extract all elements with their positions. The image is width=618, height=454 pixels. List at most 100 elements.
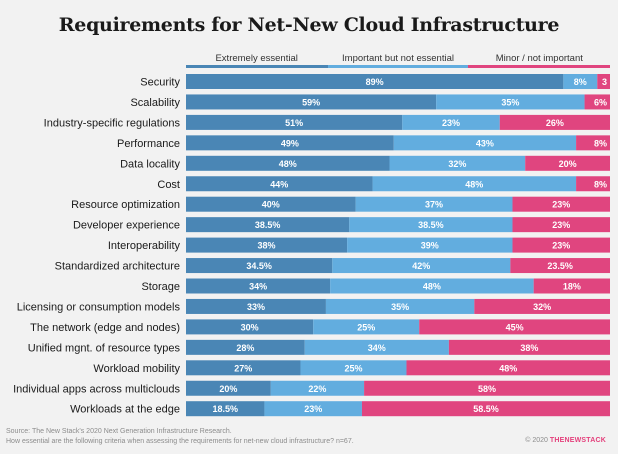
data-label: 49% [281,138,299,148]
bar-segment [597,74,610,89]
data-label: 44% [270,179,288,189]
bar-segment [186,339,305,355]
copyright-text: © 2020 [525,437,548,444]
data-label: 23% [304,404,322,414]
bar-segment [186,114,403,130]
bar-segment [393,135,577,151]
bar-segment [186,360,301,376]
bar-segment [186,319,314,335]
question-line: How essential are the following criteria… [6,437,354,445]
legend-swatch [467,65,610,68]
category-label: Workload mobility [93,363,180,375]
bar-segment [325,298,475,314]
data-label: 30% [241,322,259,332]
data-label: 38.5% [255,220,281,230]
bar-segment [186,74,564,89]
data-label: 23% [552,241,570,251]
data-label: 8% [594,179,607,189]
data-label: 32% [533,302,551,312]
bar-segment [304,339,449,355]
legend-label: Important but not essential [342,53,454,64]
data-label: 3 [602,77,607,87]
data-label: 58.5% [473,404,499,414]
data-label: 34.5% [246,261,272,271]
data-label: 48% [465,179,483,189]
data-label: 38% [258,241,276,251]
brand-logo: THENEWSTACK [549,437,606,444]
data-label: 43% [476,138,494,148]
data-label: 18.5% [212,404,238,414]
data-label: 51% [285,118,303,128]
data-label: 58% [478,384,496,394]
source-line: Source: The New Stack's 2020 Next Genera… [6,428,232,435]
data-label: 26% [546,118,564,128]
bar-segment [389,155,526,171]
data-label: 23.5% [547,261,573,271]
data-label: 28% [236,343,254,353]
bar-segment [576,176,610,192]
data-label: 38% [520,343,538,353]
bar-segment [525,155,610,171]
bar-segment [186,217,350,233]
data-label: 18% [563,282,581,292]
data-label: 34% [368,343,386,353]
bar-segment [300,360,407,376]
bar-segment [355,196,513,212]
bar-segment [264,401,362,417]
data-label: 23% [442,118,460,128]
bar-segment [533,278,610,294]
data-label: 48% [279,159,297,169]
bar-segment [186,401,265,417]
category-label: Unified mgnt. of resource types [28,342,181,354]
category-label: Performance [117,138,180,150]
legend-swatch [186,65,329,68]
data-label: 23% [552,220,570,230]
category-label: The network (edge and nodes) [30,322,180,334]
bar-segment [186,196,356,212]
bar-segment [361,401,610,417]
data-label: 8% [574,77,587,87]
bar-segment [186,278,331,294]
bar-segment [313,319,420,335]
data-label: 33% [247,302,265,312]
category-label: Data locality [120,158,180,170]
legend-swatch [328,65,468,68]
data-label: 20% [219,384,237,394]
data-label: 38.5% [418,220,444,230]
category-label: Cost [157,179,180,191]
category-label: Individual apps across multiclouds [13,383,180,395]
bar-segment [584,94,610,110]
bar-segment [186,298,326,314]
category-label: Industry-specific regulations [44,117,181,129]
data-label: 35% [501,97,519,107]
data-label: 48% [423,282,441,292]
bar-segment [186,380,271,396]
bar-segment [186,258,333,274]
data-label: 27% [234,363,252,373]
bar-segment [330,278,534,294]
brand-credit: © 2020 THENEWSTACK [525,437,606,444]
category-label: Workloads at the edge [70,404,180,416]
bar-segment [419,319,610,335]
data-label: 20% [559,159,577,169]
bar-segment [406,360,610,376]
data-label: 40% [262,200,280,210]
source-note: Source: The New Stack's 2020 Next Genera… [6,427,354,446]
data-label: 6% [594,97,607,107]
bar-segment [512,217,610,233]
data-label: 23% [552,200,570,210]
bar-segment [576,135,610,151]
bar-segment [512,237,610,253]
data-label: 25% [357,322,375,332]
bar-segment [474,298,610,314]
data-label: 89% [366,77,384,87]
bar-segment [448,339,610,355]
data-label: 25% [344,363,362,373]
bar-segment [364,380,610,396]
data-label: 37% [425,200,443,210]
bar-segment [349,217,513,233]
data-label: 39% [421,241,439,251]
bar-segment [499,114,610,130]
data-label: 22% [308,384,326,394]
